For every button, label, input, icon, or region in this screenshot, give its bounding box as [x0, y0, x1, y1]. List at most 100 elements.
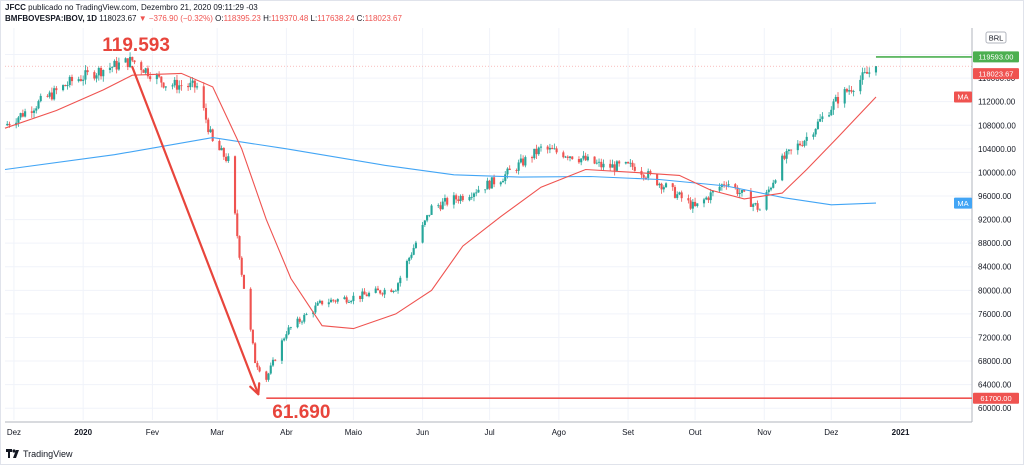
candle — [484, 189, 487, 194]
candle-body — [274, 359, 277, 361]
candle — [642, 173, 645, 181]
candle-body — [830, 109, 833, 116]
candle-body — [238, 236, 241, 258]
candle-body — [149, 76, 152, 80]
candle-body — [321, 300, 324, 305]
candle — [343, 295, 346, 300]
candle-body — [6, 123, 9, 126]
candle-body — [30, 111, 33, 113]
candle — [740, 189, 744, 197]
candle — [834, 94, 837, 102]
candle-body — [631, 162, 634, 167]
candle-body — [562, 152, 565, 158]
candle-body — [790, 149, 793, 151]
candle — [723, 181, 726, 188]
candle-body — [220, 148, 223, 151]
candle-body — [95, 75, 98, 79]
y-tick-label: 72000.00 — [978, 333, 1012, 342]
candle-body — [861, 72, 864, 80]
candle-body — [530, 157, 534, 159]
candle — [566, 155, 569, 161]
candle-body — [765, 192, 768, 210]
candle — [709, 188, 712, 204]
candle — [863, 67, 866, 74]
candle — [850, 86, 853, 94]
candle-body — [727, 184, 730, 186]
candle — [859, 75, 862, 95]
candle — [486, 177, 489, 190]
candle-body — [115, 60, 118, 70]
candle-body — [678, 192, 681, 195]
candle-body — [329, 299, 333, 303]
candle — [66, 81, 69, 90]
candle-body — [312, 312, 315, 315]
candle — [289, 326, 292, 330]
candle — [195, 82, 199, 90]
candle-body — [736, 187, 739, 195]
candle — [162, 82, 165, 89]
candle — [707, 196, 710, 203]
candle-body — [347, 302, 350, 303]
candle — [517, 159, 520, 175]
candle-body — [211, 129, 214, 141]
candle-body — [251, 329, 254, 344]
candle-body — [584, 155, 587, 161]
candle — [236, 209, 239, 239]
candle-body — [117, 62, 120, 70]
candle — [283, 337, 286, 342]
candle-body — [204, 108, 208, 120]
candle-body — [508, 168, 511, 171]
candle-body — [803, 140, 806, 146]
candle — [803, 139, 806, 148]
candle-body — [723, 184, 726, 186]
candle-body — [595, 162, 598, 164]
candle-body — [633, 166, 636, 171]
candle-body — [488, 180, 491, 189]
candle-body — [412, 247, 415, 255]
candle — [790, 149, 793, 155]
candle-body — [345, 297, 348, 303]
candle-body — [298, 318, 301, 322]
candle-body — [258, 367, 261, 372]
candle-body — [296, 318, 299, 328]
candle-body — [689, 200, 692, 209]
candle-body — [740, 190, 744, 193]
candle-body — [564, 156, 567, 158]
symbol-label[interactable]: BMFBOVESPA:IBOV, 1D — [5, 14, 98, 23]
candle-body — [180, 85, 183, 87]
candle — [758, 208, 761, 211]
candle-body — [805, 136, 808, 141]
candle-body — [50, 92, 53, 100]
x-tick-label: Fev — [146, 428, 159, 437]
candle — [765, 189, 768, 211]
candle — [361, 288, 364, 302]
price-tag — [954, 197, 972, 209]
candle-body — [37, 101, 40, 109]
candle — [303, 313, 306, 324]
candle-body — [673, 187, 677, 198]
candle-body — [17, 117, 20, 123]
candle — [209, 126, 212, 133]
x-tick-label: Mar — [210, 428, 224, 437]
candle — [146, 65, 149, 79]
last-price: 118023.67 — [99, 14, 137, 23]
currency-badge — [985, 31, 1007, 44]
candle — [582, 151, 585, 161]
candle — [64, 84, 67, 87]
price-tag-label: MA — [957, 93, 968, 102]
candle-body — [551, 147, 554, 150]
candle — [133, 60, 136, 65]
candle — [95, 73, 98, 83]
candle — [39, 93, 42, 103]
candle-body — [240, 257, 243, 275]
candle — [359, 295, 362, 303]
candle — [414, 240, 417, 249]
candle-body — [658, 183, 661, 186]
candle — [475, 189, 478, 197]
x-tick-label: Set — [622, 428, 635, 437]
candle-body — [738, 192, 741, 195]
candle — [345, 295, 348, 305]
candle-body — [82, 79, 85, 81]
candle-body — [662, 187, 665, 190]
